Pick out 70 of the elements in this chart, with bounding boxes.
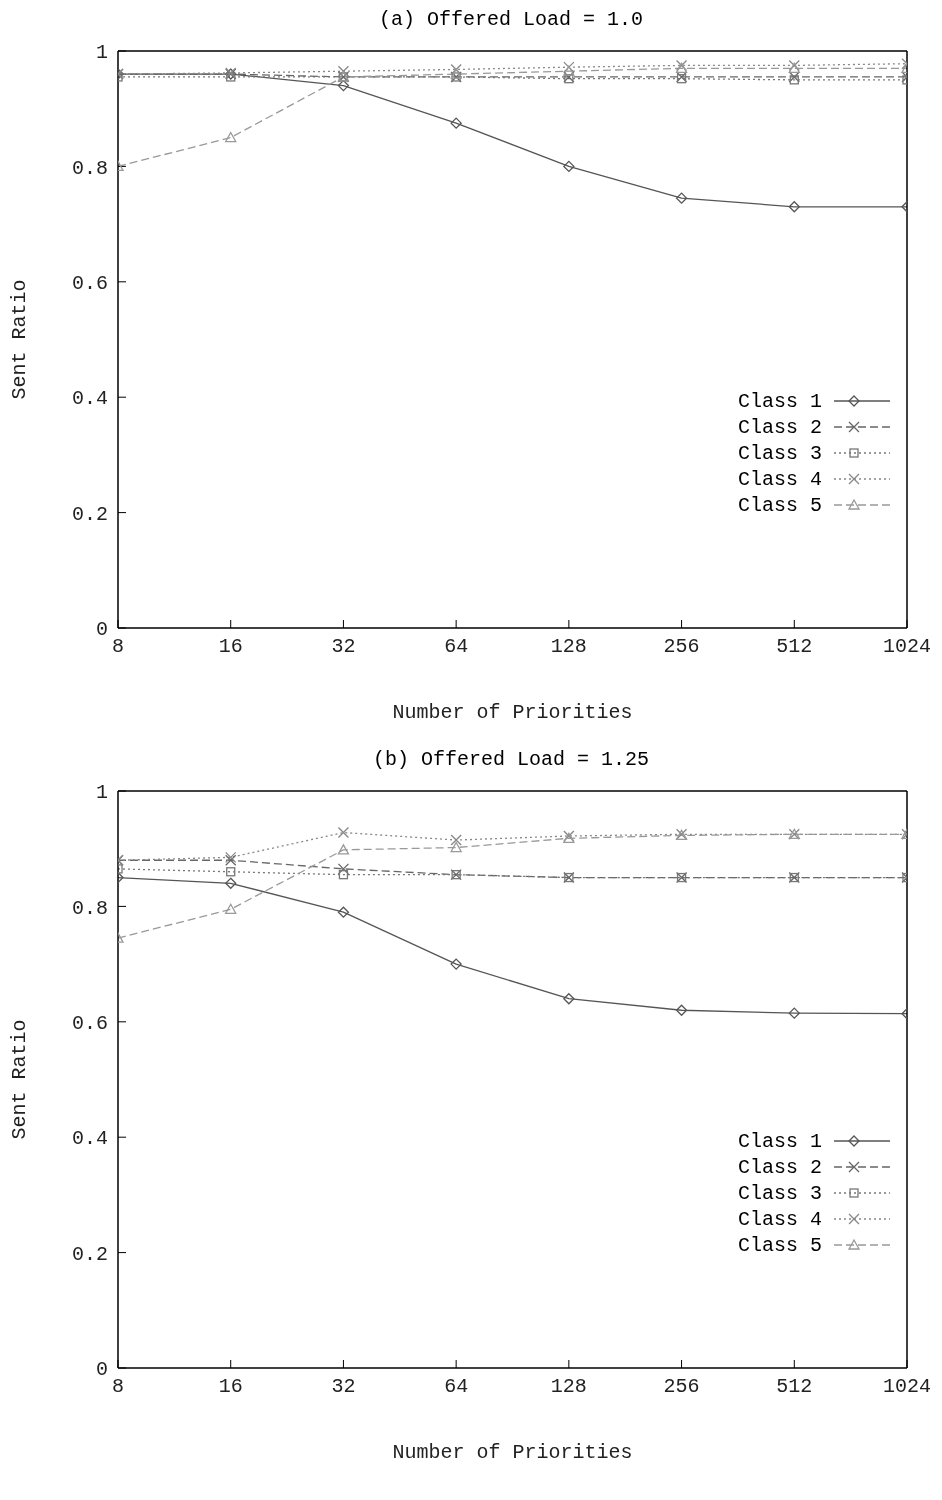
- y-tick-label: 0.8: [71, 156, 108, 180]
- y-tick-label: 1: [95, 781, 108, 805]
- x-tick-label: 8: [111, 635, 125, 659]
- point: [337, 65, 350, 77]
- point: [563, 160, 575, 173]
- x-tick-label: 128: [550, 1375, 587, 1399]
- legend-label: Class 2: [737, 415, 822, 439]
- point: [450, 63, 462, 76]
- x-tick-label: 512: [776, 635, 813, 659]
- legend-label: Class 4: [737, 1207, 822, 1231]
- point: [225, 903, 237, 914]
- legend-label: Class 2: [737, 1155, 822, 1179]
- point: [337, 906, 350, 918]
- y-tick-label: 0.8: [71, 896, 108, 920]
- point: [563, 65, 575, 76]
- point: [337, 826, 350, 839]
- point: [789, 75, 799, 85]
- x-tick-label: 64: [444, 635, 469, 659]
- legend-label: Class 1: [737, 389, 822, 413]
- y-tick-label: 0.6: [71, 1011, 108, 1035]
- chart-title: (a) Offered Load = 1.0: [377, 8, 644, 33]
- legend-label: Class 1: [737, 1129, 822, 1153]
- y-tick-label: 0.2: [71, 1242, 108, 1266]
- legend-label: Class 3: [737, 1181, 822, 1205]
- x-tick-label: 128: [550, 635, 587, 659]
- x-tick-label: 32: [331, 635, 356, 659]
- point: [338, 870, 349, 880]
- x-tick-label: 32: [331, 1375, 356, 1399]
- x-tick-label: 256: [663, 635, 700, 659]
- point: [337, 863, 350, 875]
- point: [788, 1007, 800, 1019]
- x-tick-label: 1024: [882, 635, 932, 659]
- x-axis-title: Number of Priorities: [392, 701, 633, 724]
- point: [675, 192, 688, 204]
- legend-label: Class 3: [737, 441, 822, 465]
- x-tick-label: 16: [218, 1375, 243, 1399]
- x-tick-label: 64: [444, 1375, 469, 1399]
- point: [563, 993, 575, 1005]
- point: [225, 877, 237, 889]
- y-tick-label: 0.2: [71, 502, 108, 526]
- x-tick-label: 8: [111, 1375, 125, 1399]
- y-tick-label: 1: [95, 41, 108, 65]
- point: [450, 117, 462, 129]
- point: [450, 958, 462, 970]
- legend-label: Class 4: [737, 467, 822, 491]
- y-axis-title: Sent Ratio: [8, 279, 32, 400]
- y-tick-label: 0.4: [71, 1127, 108, 1151]
- point: [788, 201, 800, 213]
- x-tick-label: 256: [663, 1375, 700, 1399]
- x-tick-label: 16: [218, 635, 243, 659]
- y-tick-label: 0: [95, 618, 108, 642]
- point: [450, 834, 462, 846]
- legend-label: Class 5: [737, 1233, 822, 1257]
- y-tick-label: 0: [95, 1358, 108, 1382]
- x-axis-title: Number of Priorities: [392, 1441, 633, 1464]
- y-tick-label: 0.6: [71, 271, 108, 295]
- y-tick-label: 0.4: [71, 387, 108, 411]
- point: [225, 131, 237, 143]
- y-axis-title: Sent Ratio: [8, 1019, 32, 1140]
- point: [675, 1004, 688, 1016]
- x-tick-label: 512: [776, 1375, 813, 1399]
- chart-title: (b) Offered Load = 1.25: [371, 748, 650, 773]
- point: [337, 79, 350, 92]
- point: [337, 844, 350, 855]
- x-tick-label: 1024: [882, 1375, 932, 1399]
- point: [450, 841, 462, 853]
- point: [226, 867, 236, 877]
- point: [226, 72, 236, 82]
- legend-label: Class 5: [737, 493, 822, 517]
- point: [450, 68, 462, 79]
